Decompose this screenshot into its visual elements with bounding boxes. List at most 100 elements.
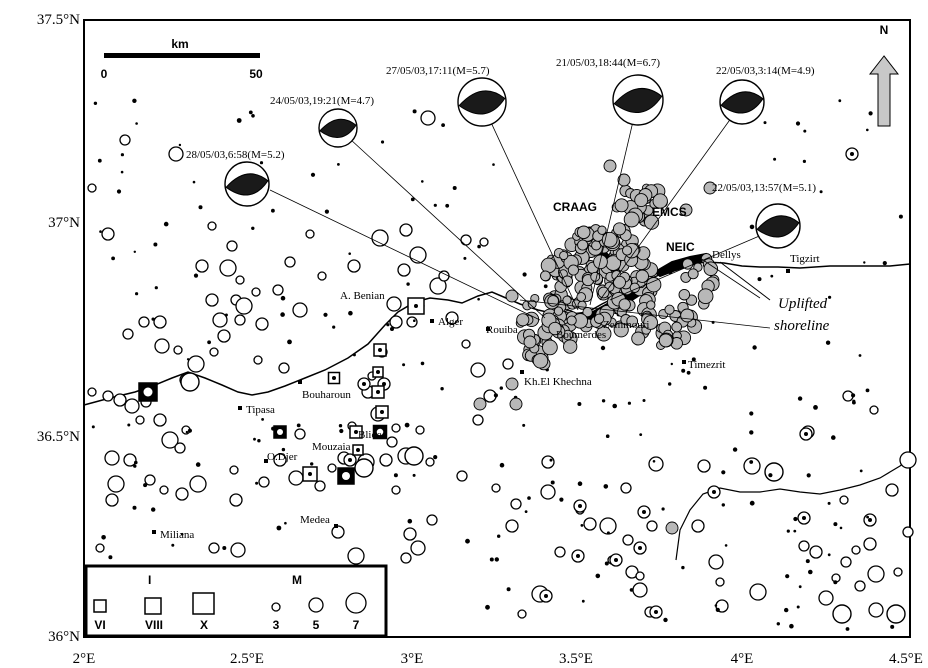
epicenter-dot [386,323,390,327]
intensity-square-center [356,448,360,452]
epicenter-dot [393,473,398,478]
intensity-square-center [414,304,418,308]
epicenter-dot [120,153,124,157]
epicenter-circle [868,602,884,618]
epicenter-dot [287,339,292,345]
epicenter-circle [391,485,401,495]
epicenter-dot [784,607,789,613]
epicenter-circle [226,240,238,252]
intensity-square-center [143,387,153,397]
place-label: Miliana [160,529,194,541]
agency-label: NEIC [666,240,695,254]
epicenter-dot [261,418,264,421]
epicenter-circle [154,338,170,354]
epicenter-circle [646,520,658,532]
aftershock-circle [505,289,519,303]
intensity-square-center [354,430,358,434]
epicenter-dot [134,460,138,465]
epicenter-bullseye-core [868,518,872,522]
aftershock-circle [601,231,618,248]
epicenter-circle [899,451,917,469]
epicenter-bullseye-core [578,504,582,508]
epicenter-dot [603,484,609,489]
epicenter-dot [686,370,691,375]
epicenter-circle [278,362,290,374]
beachball-compression [458,90,506,115]
epicenter-dot [222,546,227,550]
aftershock-circle [613,322,629,338]
epicenter-circle [217,329,231,343]
epicenter-circle [517,609,527,619]
epicenter-dot [749,430,754,435]
aftershock-circle [618,298,631,311]
epicenter-dot [406,282,410,286]
epicenter-dot [749,411,754,416]
small-epicenters [91,98,903,631]
epicenter-bullseye-core [850,152,854,156]
epicenter-circle [743,457,761,475]
lat-labels: 37.5°N 37°N 36.5°N 36°N [37,12,80,645]
epicenter-dot [866,515,869,519]
epicenter-dot [163,221,169,227]
lat-label: 37.5°N [37,12,80,28]
epicenter-circle [205,293,219,307]
aftershock-circle [652,193,668,209]
epicenter-dot [595,573,601,579]
epicenter-dot [703,385,708,390]
epicenter-circle [851,545,861,555]
epicenter-circle [502,358,514,370]
epicenter-dot [154,286,158,290]
aftershock-circle [553,306,564,316]
aftershock-circle [597,286,610,299]
epicenter-dot [652,460,656,463]
epicenter-circle [168,146,184,162]
epicenter-circle [144,474,156,486]
epicenter-circle [708,554,724,570]
intensity-square-center [342,472,350,480]
epicenter-dot [410,197,415,202]
legend-magnitude-title: M [292,573,302,587]
intensity-square-center [308,472,312,476]
epicenter-bullseye-core [802,516,806,520]
aftershock-circle [658,333,673,348]
epicenter-dot [485,604,490,610]
north-arrow-icon [868,55,900,127]
epicenter-circle [159,485,169,495]
aftershock-circle [516,313,530,327]
event-label: 22/05/03,3:14(M=4.9) [716,65,815,77]
epicenter-dot [803,129,807,133]
epicenter-bullseye-core [362,382,366,386]
epicenter-circle [620,482,632,494]
place-label: A. Benian [340,290,385,302]
epicenter-circle [95,543,105,553]
epicenter-dot [819,190,823,194]
epicenter-dot [99,230,102,233]
epicenter-dot [494,557,499,562]
epicenter-dot [838,99,842,103]
epicenter-dot [882,261,887,266]
epicenter-dot [412,109,417,114]
epicenter-dot [352,353,356,357]
epicenter-dot [606,531,610,535]
epicenter-circle [854,580,866,592]
agency-label: EMCS [652,205,687,219]
epicenter-dot [789,623,794,629]
place-label: Medea [300,514,330,526]
place-label: O.Djer [267,451,298,463]
epicenter-circle [635,571,645,581]
epicenter-dot [668,382,672,386]
aftershock-circle [617,173,631,187]
epicenter-dot [714,604,718,607]
intensity-square-center [376,390,380,394]
place-label: Boumerdes [556,329,606,341]
epicenter-circle [122,328,134,340]
epicenter-dot [493,393,498,398]
epicenter-circle [379,453,393,467]
epicenter-dot [348,310,353,316]
epicenter-circle [869,405,879,415]
epicenter-dot [691,357,696,362]
epicenter-circle [426,514,438,526]
epicenter-dot [111,256,115,261]
aftershock-circle [566,315,577,326]
place-label: Timezrit [688,359,726,371]
